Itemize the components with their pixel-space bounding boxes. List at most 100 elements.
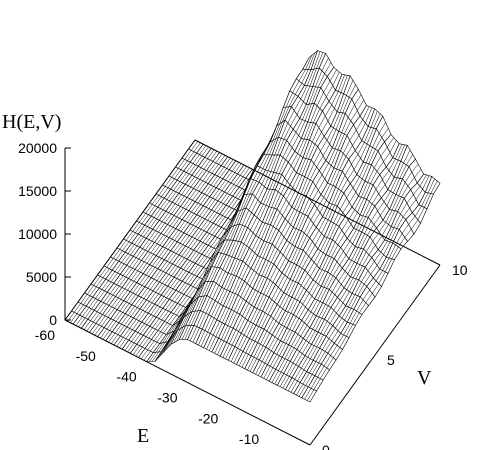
surface-hatch	[315, 70, 323, 87]
surface-hatch	[362, 289, 370, 300]
surface-hatch	[151, 195, 159, 205]
surface-hatch	[235, 279, 243, 294]
surface-hatch	[295, 268, 303, 282]
surface-hatch	[210, 175, 218, 186]
surface-hatch	[269, 172, 277, 190]
surface-hatch	[127, 306, 135, 316]
surface-hatch	[334, 190, 342, 206]
surface-hatch	[91, 324, 99, 335]
surface-hatch	[238, 318, 246, 332]
surface-hatch	[189, 251, 197, 261]
surface-hatch	[121, 253, 129, 263]
surface-hatch	[274, 138, 282, 156]
surface-hatch	[286, 362, 294, 376]
surface-hatch	[386, 137, 394, 148]
surface-hatch	[245, 250, 253, 264]
surface-hatch	[296, 101, 304, 115]
surface-hatch	[119, 301, 127, 312]
surface-hatch	[312, 316, 320, 330]
surface-hatch	[274, 233, 282, 247]
surface-hatch	[106, 258, 114, 268]
surface-hatch	[382, 170, 390, 180]
surface-hatch	[424, 193, 432, 208]
surface-hatch	[153, 208, 161, 218]
surface-hatch	[212, 244, 220, 259]
surface-hatch	[195, 180, 203, 191]
surface-hatch	[411, 163, 419, 173]
surface-hatch	[306, 223, 314, 236]
surface-hatch	[151, 293, 159, 303]
surface-hatch	[269, 354, 277, 367]
surface-hatch	[292, 351, 300, 364]
surface-hatch	[290, 299, 298, 314]
surface-hatch	[316, 155, 324, 168]
surface-hatch	[108, 333, 116, 343]
surface-hatch	[253, 344, 261, 358]
surface-hatch	[145, 327, 153, 337]
surface-hatch	[131, 332, 139, 342]
surface-hatch	[254, 239, 262, 254]
surface-hatch	[264, 207, 272, 224]
surface-hatch	[194, 167, 202, 177]
surface-hatch	[231, 198, 239, 209]
surface-hatch	[184, 150, 192, 160]
surface-hatch	[233, 210, 241, 226]
surface-hatch	[289, 132, 297, 145]
surface-hatch	[136, 236, 144, 247]
surface-hatch	[290, 380, 298, 393]
surface-hatch	[327, 108, 335, 122]
surface-hatch	[313, 301, 321, 315]
surface-hatch	[336, 153, 344, 170]
surface-hatch	[257, 276, 265, 292]
surface-hatch	[351, 247, 359, 261]
surface-hatch	[272, 212, 280, 227]
surface-hatch	[107, 308, 115, 318]
surface-hatch	[272, 123, 280, 141]
surface-hatch	[361, 270, 369, 283]
surface-hatch	[181, 283, 189, 294]
surface-hatch	[276, 157, 284, 174]
surface-hatch	[271, 287, 279, 300]
surface-hatch	[110, 272, 118, 283]
surface-hatch	[232, 277, 240, 293]
surface-hatch	[261, 223, 269, 240]
surface-hatch	[284, 313, 292, 327]
surface-hatch	[335, 112, 343, 130]
surface-hatch	[239, 245, 247, 261]
surface-hatch	[166, 252, 174, 262]
surface-hatch	[251, 199, 259, 213]
surface-hatch	[378, 222, 386, 233]
surface-hatch	[127, 244, 135, 254]
surface-hatch	[289, 228, 297, 243]
surface-hatch	[406, 194, 414, 204]
surface-hatch	[243, 285, 251, 300]
surface-hatch	[160, 344, 168, 356]
surface-hatch	[367, 261, 375, 271]
surface-hatch	[251, 291, 259, 306]
surface-hatch	[274, 193, 282, 209]
surface-hatch	[290, 114, 298, 127]
e-axis-title: E	[137, 425, 149, 447]
surface-hatch	[287, 347, 295, 361]
surface-hatch	[264, 171, 272, 187]
surface-hatch	[228, 197, 236, 207]
surface-hatch	[275, 121, 283, 139]
surface-hatch	[168, 203, 176, 213]
surface-hatch	[260, 145, 268, 159]
surface-hatch	[357, 142, 365, 155]
surface-hatch	[195, 155, 203, 166]
surface-hatch	[349, 310, 357, 324]
surface-hatch	[353, 158, 361, 170]
surface-hatch	[147, 279, 155, 289]
surface-hatch	[171, 321, 179, 333]
surface-hatch	[145, 204, 153, 214]
surface-hatch	[280, 181, 288, 195]
surface-hatch	[183, 260, 191, 270]
surface-hatch	[339, 336, 347, 348]
surface-hatch	[269, 228, 277, 244]
surface-hatch	[208, 162, 216, 173]
surface-hatch	[109, 259, 117, 269]
surface-hatch	[222, 255, 230, 270]
surface-hatch	[132, 320, 140, 330]
surface-hatch	[417, 207, 425, 221]
